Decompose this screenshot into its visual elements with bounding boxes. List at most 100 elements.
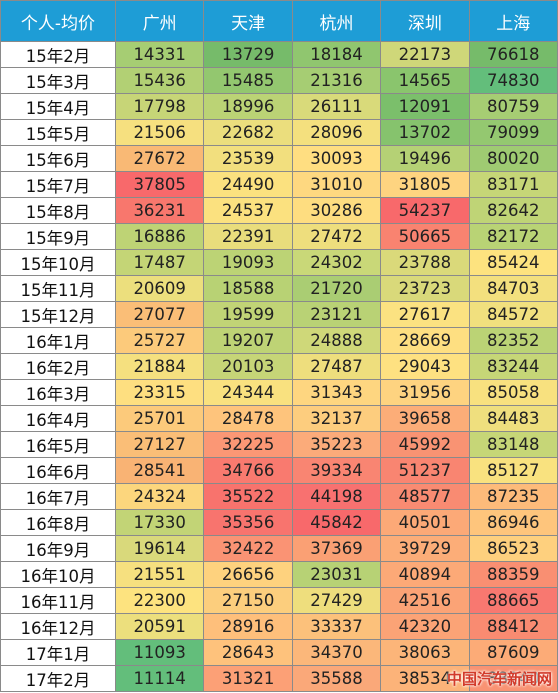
price-cell: 35588: [291, 665, 382, 692]
price-cell: 27617: [380, 301, 470, 328]
price-cell: 35356: [203, 509, 293, 536]
table-row: 15年3月 15436 15485 21316 14565 74830: [0, 67, 558, 94]
table-row: 15年8月 36231 24537 30286 54237 82642: [0, 197, 558, 224]
price-cell: 85058: [468, 379, 558, 406]
price-cell: 15485: [203, 67, 293, 94]
month-label: 16年3月: [0, 379, 116, 406]
month-label: 15年8月: [0, 197, 116, 224]
price-cell: 82172: [468, 223, 558, 250]
price-cell: 28478: [203, 405, 293, 432]
month-label: 15年6月: [0, 145, 116, 172]
price-cell: 28669: [380, 327, 470, 354]
price-cell: 32225: [203, 431, 293, 458]
month-label: 16年12月: [0, 613, 116, 640]
price-cell: 36231: [114, 197, 205, 224]
price-cell: 88665: [468, 587, 558, 614]
table-row: 16年2月 21884 20103 27487 29043 83244: [0, 353, 558, 380]
price-cell: 18184: [291, 41, 382, 68]
price-cell: 25727: [114, 327, 205, 354]
table-row: 16年10月 21551 26656 23031 40894 88359: [0, 561, 558, 588]
price-cell: 20103: [203, 353, 293, 380]
price-cell: 31010: [291, 171, 382, 198]
price-cell: 21551: [114, 561, 205, 588]
price-cell: 11093: [114, 639, 205, 666]
price-cell: 20609: [114, 275, 205, 302]
table-row: 16年9月 19614 32422 37369 39729 86523: [0, 535, 558, 562]
month-label: 15年9月: [0, 223, 116, 250]
table-body: 15年2月 14331 13729 18184 22173 76618 15年3月 15436…: [0, 41, 558, 692]
price-cell: 31321: [203, 665, 293, 692]
price-cell: 34370: [291, 639, 382, 666]
table-row: 15年10月 17487 19093 24302 23788 85424: [0, 249, 558, 276]
price-cell: 30093: [291, 145, 382, 172]
price-cell: 87235: [468, 483, 558, 510]
price-cell: 45992: [380, 431, 470, 458]
table-row: 16年4月 25701 28478 32137 39658 84483: [0, 405, 558, 432]
price-cell: 12091: [380, 93, 470, 120]
price-cell: 22173: [380, 41, 470, 68]
price-cell: 19207: [203, 327, 293, 354]
price-cell: 28916: [203, 613, 293, 640]
price-cell: 21316: [291, 67, 382, 94]
price-cell: 19614: [114, 535, 205, 562]
table-row: 16年1月 25727 19207 24888 28669 82352: [0, 327, 558, 354]
price-cell: 38063: [380, 639, 470, 666]
price-cell: 14565: [380, 67, 470, 94]
header-row: 个人-均价 广州 天津 杭州 深圳 上海: [0, 0, 558, 42]
price-cell: 11114: [114, 665, 205, 692]
price-cell: 85127: [468, 457, 558, 484]
month-label: 16年10月: [0, 561, 116, 588]
table-row: 15年5月 21506 22682 28096 13702 79099: [0, 119, 558, 146]
price-cell: 28541: [114, 457, 205, 484]
city-header: 深圳: [380, 0, 470, 42]
price-cell: 40501: [380, 509, 470, 536]
month-label: 16年4月: [0, 405, 116, 432]
month-label: 17年2月: [0, 665, 116, 692]
price-cell: 88412: [468, 613, 558, 640]
price-cell: 50665: [380, 223, 470, 250]
table-row: 17年1月 11093 28643 34370 38063 87609: [0, 639, 558, 666]
price-cell: 35223: [291, 431, 382, 458]
table-row: 16年7月 24324 35522 44198 48577 87235: [0, 483, 558, 510]
price-cell: 32422: [203, 535, 293, 562]
corner-header: 个人-均价: [0, 0, 116, 42]
price-cell: 14331: [114, 41, 205, 68]
price-cell: 45842: [291, 509, 382, 536]
price-cell: 17487: [114, 249, 205, 276]
price-cell: 39658: [380, 405, 470, 432]
price-cell: 32137: [291, 405, 382, 432]
table-row: 16年3月 23315 24344 31343 31956 85058: [0, 379, 558, 406]
price-cell: 39729: [380, 535, 470, 562]
price-cell: 31956: [380, 379, 470, 406]
month-label: 15年2月: [0, 41, 116, 68]
table-row: 16年8月 17330 35356 45842 40501 86946: [0, 509, 558, 536]
price-cell: 21506: [114, 119, 205, 146]
price-cell: 80759: [468, 93, 558, 120]
price-cell: 24344: [203, 379, 293, 406]
table-row: 16年5月 27127 32225 35223 45992 83148: [0, 431, 558, 458]
price-cell: 31343: [291, 379, 382, 406]
price-cell: 18996: [203, 93, 293, 120]
price-cell: 26111: [291, 93, 382, 120]
city-header: 上海: [468, 0, 558, 42]
price-cell: 37805: [114, 171, 205, 198]
price-cell: 74830: [468, 67, 558, 94]
price-cell: 42516: [380, 587, 470, 614]
price-cell: 34766: [203, 457, 293, 484]
price-cell: 24888: [291, 327, 382, 354]
price-cell: 19093: [203, 249, 293, 276]
table-row: 15年9月 16886 22391 27472 50665 82172: [0, 223, 558, 250]
month-label: 16年6月: [0, 457, 116, 484]
month-label: 15年5月: [0, 119, 116, 146]
month-label: 15年10月: [0, 249, 116, 276]
month-label: 15年12月: [0, 301, 116, 328]
price-cell: 24490: [203, 171, 293, 198]
city-header: 杭州: [291, 0, 382, 42]
price-cell: 37369: [291, 535, 382, 562]
price-cell: 51237: [380, 457, 470, 484]
price-cell: 23788: [380, 249, 470, 276]
price-cell: 87609: [468, 639, 558, 666]
price-cell: 84483: [468, 405, 558, 432]
price-cell: 27487: [291, 353, 382, 380]
